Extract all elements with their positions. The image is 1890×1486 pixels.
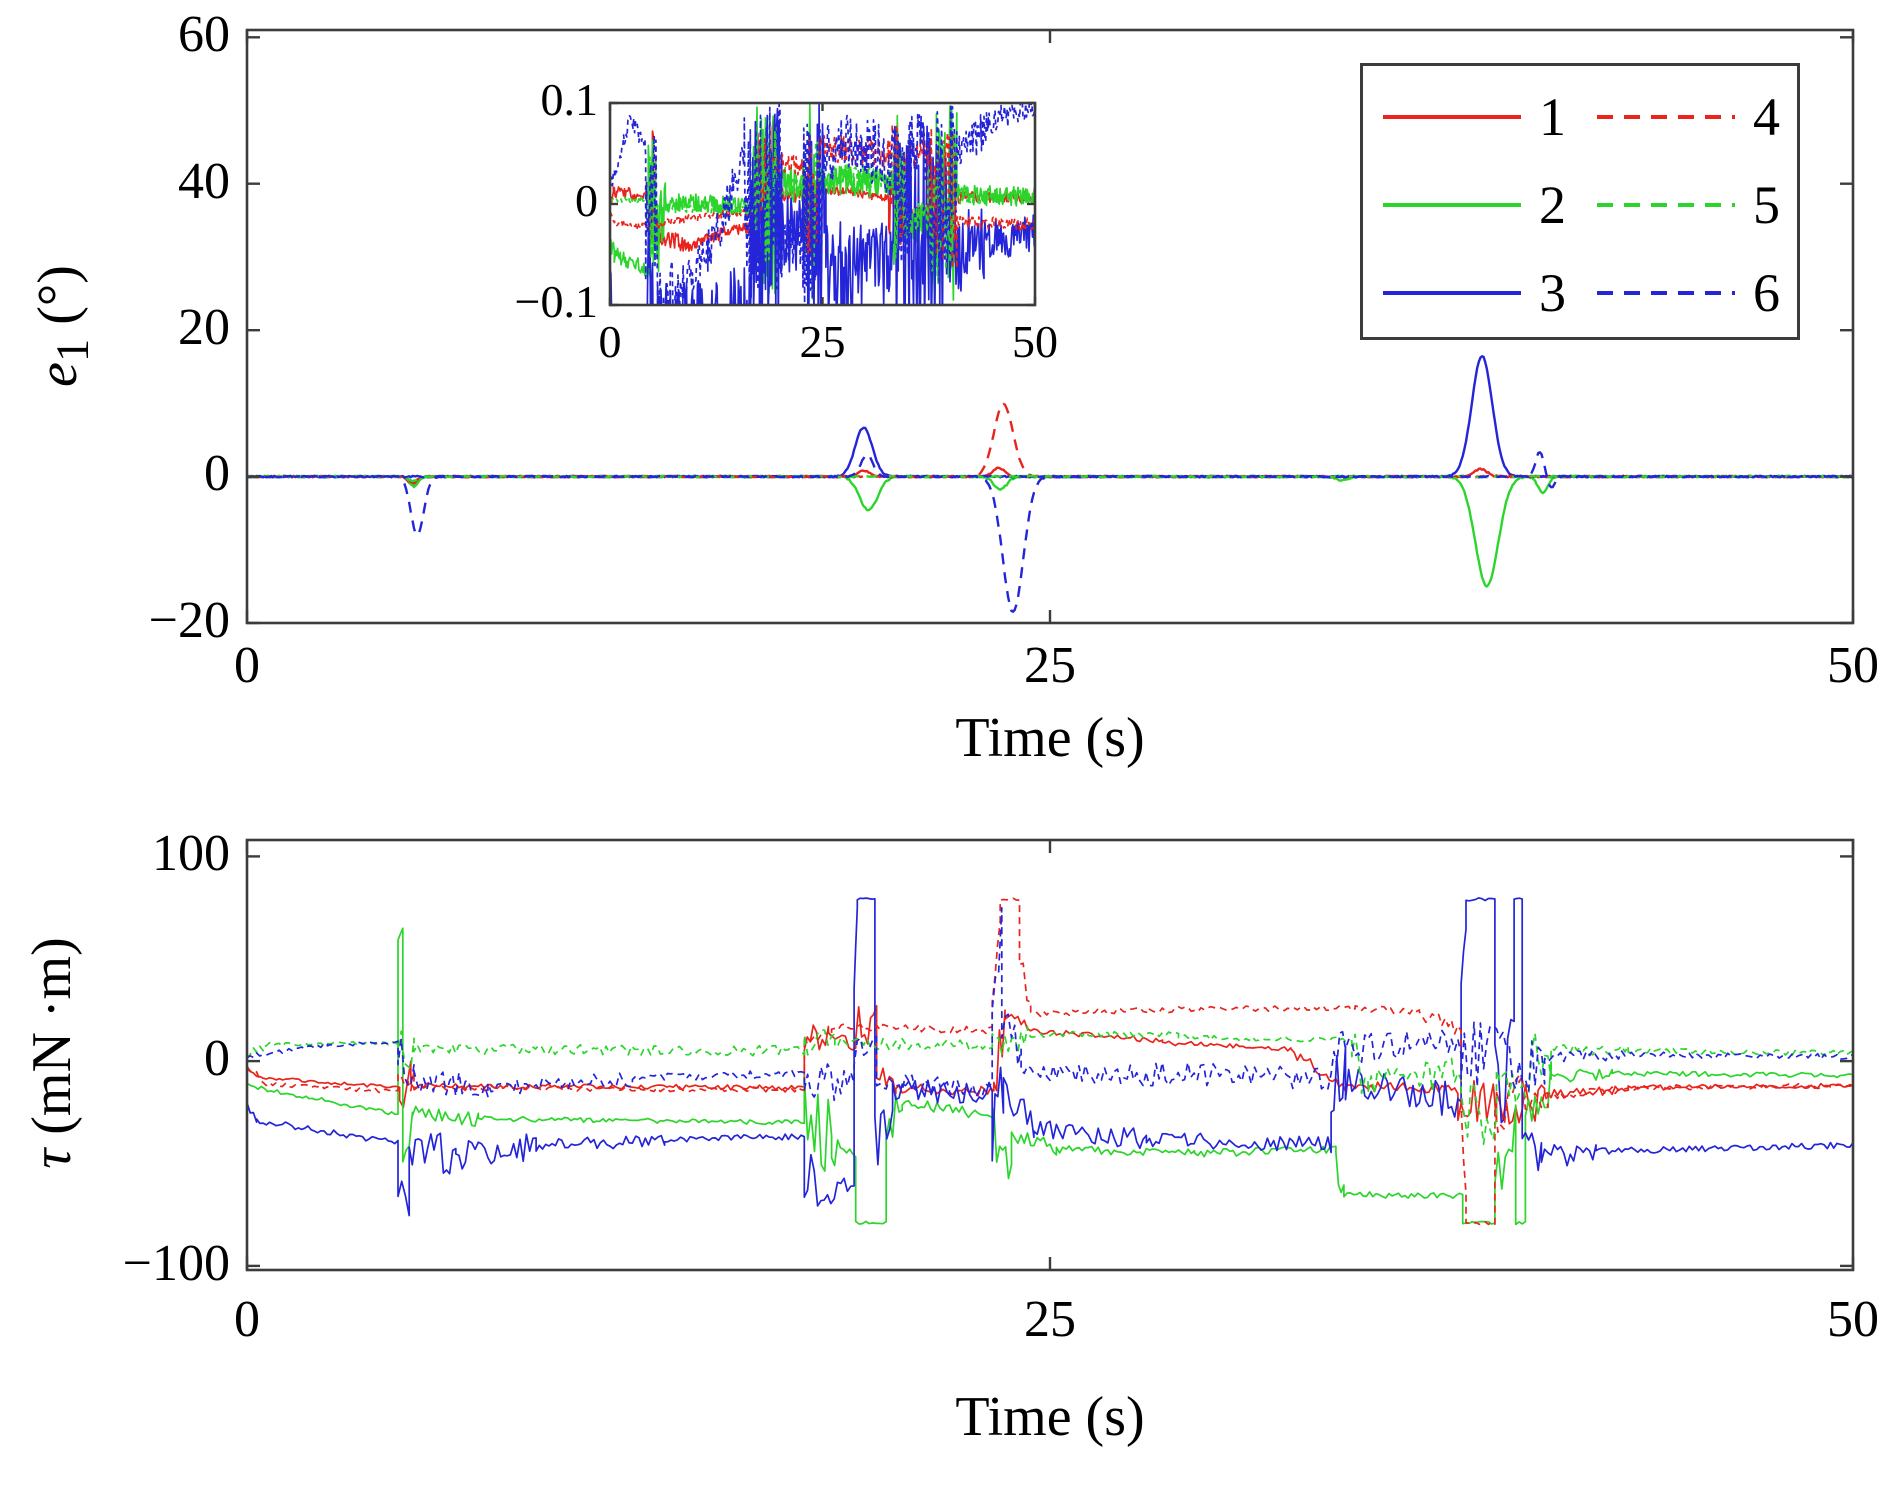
inset-x-tick-label: 50	[1012, 316, 1058, 367]
legend-item-6: 6	[1595, 263, 1780, 323]
bottom-series-group	[247, 897, 1853, 1226]
inset-series-2	[610, 103, 1035, 305]
top-y-axis-label-var: e	[27, 362, 89, 387]
top-y-tick-label: 60	[178, 6, 230, 64]
top-x-tick-label: 50	[1827, 637, 1879, 694]
top-ticks	[245, 30, 1855, 625]
bottom-ticks	[245, 840, 1855, 1270]
legend-line-6-icon	[1597, 291, 1735, 295]
legend-line-4-icon	[1597, 115, 1735, 119]
legend-label-6: 6	[1753, 263, 1780, 323]
bottom-series-4	[247, 897, 1853, 1226]
top-x-axis-label: Time (s)	[955, 707, 1145, 769]
legend-label-3: 3	[1539, 263, 1566, 323]
top-x-tick-label: 0	[234, 637, 260, 694]
legend-label-1: 1	[1539, 87, 1566, 147]
inset-y-tick-label: −0.1	[514, 276, 598, 328]
legend-item-1: 1	[1381, 87, 1566, 147]
inset-x-tick-label: 25	[799, 316, 846, 367]
bottom-series-6	[247, 906, 1853, 1102]
legend-label-4: 4	[1753, 87, 1780, 147]
bottom-x-tick-label: 25	[1024, 1291, 1076, 1348]
legend-line-1-icon	[1383, 115, 1521, 119]
bottom-y-tick-label: −100	[122, 1234, 230, 1292]
inset-series-3	[610, 103, 1035, 305]
legend-item-4: 4	[1595, 87, 1780, 147]
inset-series-group	[610, 103, 1035, 305]
bottom-plot-box	[245, 838, 1855, 1272]
top-series-3	[247, 355, 1853, 479]
bottom-x-tick-label: 50	[1827, 1291, 1879, 1348]
legend-line-5-icon	[1597, 203, 1735, 207]
bottom-series-5	[247, 1025, 1853, 1145]
legend-item-5: 5	[1595, 175, 1780, 235]
bottom-x-axis-label: Time (s)	[955, 1386, 1145, 1448]
inset-y-tick-label: 0	[575, 175, 598, 227]
legend: 1 2 3 4 5 6	[1360, 63, 1800, 340]
top-y-tick-label: 20	[178, 298, 230, 356]
inset-series-5	[610, 126, 1035, 272]
inset-series-4	[610, 123, 1035, 270]
bottom-series-3	[247, 897, 1853, 1217]
legend-line-3-icon	[1383, 291, 1521, 295]
top-y-tick-label: −20	[148, 591, 230, 649]
inset-x-tick-label: 0	[598, 316, 622, 367]
legend-label-5: 5	[1753, 175, 1780, 235]
legend-item-3: 3	[1381, 263, 1566, 323]
top-series-4	[247, 402, 1853, 484]
top-x-tick-label: 25	[1024, 637, 1076, 694]
inset-y-tick-label: 0.1	[540, 74, 599, 126]
bottom-series-1	[247, 1004, 1853, 1125]
top-series-2	[247, 474, 1853, 588]
bottom-series-2	[247, 927, 1853, 1226]
bottom-y-axis-label-var: τ	[21, 1148, 83, 1169]
top-series-group	[247, 355, 1853, 613]
bottom-y-tick-label: 100	[152, 825, 230, 883]
bottom-x-tick-label: 0	[234, 1291, 260, 1348]
top-y-tick-label: 40	[178, 152, 230, 210]
bottom-y-tick-label: 0	[204, 1029, 230, 1087]
legend-label-2: 2	[1539, 175, 1566, 235]
inset-ticks	[608, 101, 1037, 307]
top-series-6	[247, 451, 1853, 613]
legend-item-2: 2	[1381, 175, 1566, 235]
top-y-tick-label: 0	[204, 445, 230, 503]
legend-line-2-icon	[1383, 203, 1521, 207]
